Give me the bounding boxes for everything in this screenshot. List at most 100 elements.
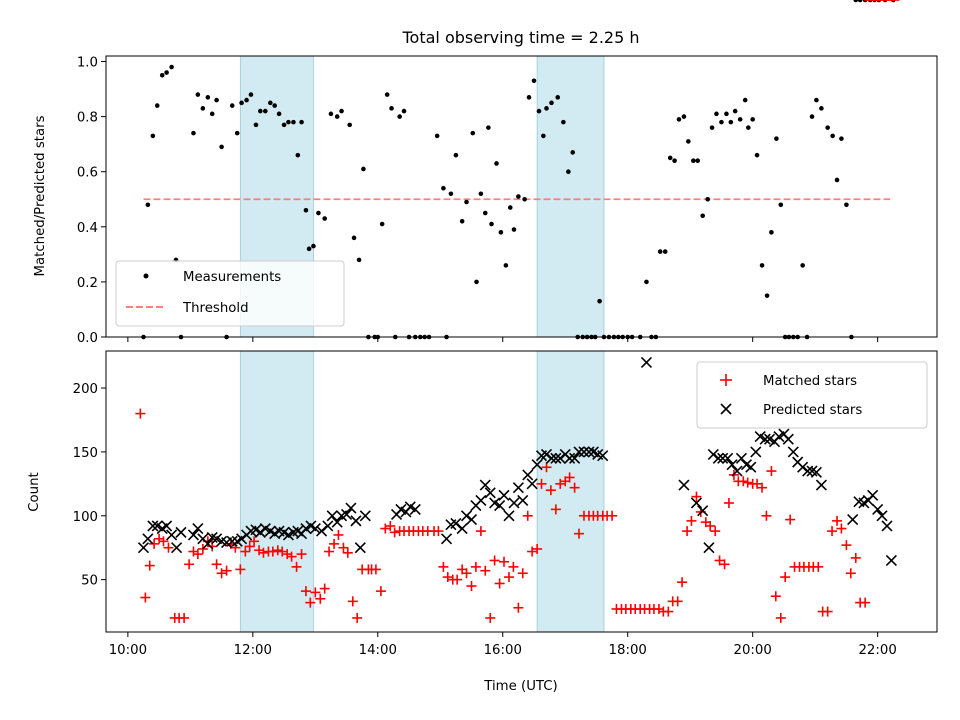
- p0-legend-box: [115, 260, 345, 327]
- measurement-point: [384, 92, 390, 97]
- measurement-point: [351, 235, 357, 241]
- p0-x-ticks: [127, 337, 879, 342]
- predicted-point-b: [697, 505, 709, 517]
- measurement-point: [719, 119, 724, 125]
- predicted-point-b: [161, 520, 173, 532]
- predicted-point: [726, 459, 738, 471]
- measurement-point: [281, 122, 287, 128]
- predicted-point-b: [460, 510, 473, 522]
- predicted-point: [712, 452, 724, 464]
- matched-point: [375, 586, 386, 597]
- matched-point: [775, 612, 786, 623]
- predicted-point-b: [409, 503, 421, 515]
- x-tick-label: 12:00: [234, 643, 272, 658]
- predicted-point: [867, 489, 879, 501]
- matched-point: [682, 526, 693, 537]
- predicted-point-b: [782, 433, 794, 445]
- predicted-point-b: [583, 446, 595, 458]
- predicted-point-b: [489, 497, 501, 509]
- measurement-point: [209, 111, 215, 117]
- predicted-point-b: [592, 448, 604, 461]
- matched-point: [286, 551, 297, 562]
- predicted-point-b: [503, 510, 515, 522]
- matched-point: [305, 597, 316, 608]
- predicted-point: [797, 461, 809, 473]
- predicted-point: [359, 510, 371, 522]
- predicted-point: [573, 446, 585, 458]
- p1-shaded-intervals: [239, 350, 605, 633]
- predicted-point: [731, 465, 743, 477]
- predicted-point-b: [740, 459, 752, 471]
- measurement-point: [570, 150, 576, 155]
- predicted-point-b: [707, 448, 719, 461]
- measurement-point: [303, 207, 309, 213]
- predicted-point: [717, 452, 729, 464]
- measurement-point: [401, 108, 407, 114]
- predicted-point: [409, 503, 421, 515]
- predicted-point-b: [763, 433, 776, 445]
- matched-point: [860, 597, 871, 608]
- matched-point: [738, 476, 749, 487]
- matched-point: [240, 546, 251, 557]
- predicted-point-b: [350, 515, 362, 527]
- predicted-point-b: [151, 520, 163, 532]
- predicted-point: [309, 522, 321, 535]
- measurement-point: [486, 125, 491, 130]
- predicted-point: [526, 478, 538, 490]
- predicted-point-b: [340, 508, 353, 521]
- measurement-point: [258, 108, 263, 114]
- predicted-point: [802, 465, 814, 477]
- y-tick-label: 0.0: [77, 331, 98, 346]
- matched-point: [780, 572, 791, 583]
- predicted-point-b: [322, 520, 334, 532]
- predicted-point-b: [531, 459, 543, 471]
- matched-point: [691, 491, 702, 502]
- predicted-point-b: [254, 526, 266, 538]
- matched-point: [489, 555, 500, 566]
- predicted-point: [512, 482, 524, 494]
- matched-point: [267, 546, 278, 557]
- matched-point: [291, 561, 302, 572]
- matched-point: [761, 510, 772, 521]
- measurement-point: [191, 130, 196, 136]
- measurement-point: [263, 108, 268, 114]
- predicted-point: [354, 542, 366, 554]
- measurement-point: [347, 122, 352, 128]
- matched-point: [438, 561, 449, 572]
- predicted-point: [508, 497, 520, 509]
- matched-point: [545, 485, 556, 496]
- predicted-point: [326, 510, 338, 522]
- predicted-point-b: [745, 461, 757, 473]
- predicted-point: [782, 433, 794, 445]
- predicted-point-b: [404, 501, 416, 513]
- measurement-point: [544, 106, 549, 111]
- predicted-point-b: [250, 524, 262, 536]
- predicted-point-b: [512, 482, 524, 494]
- matched-point: [813, 561, 824, 572]
- matched-point: [370, 564, 381, 575]
- predicted-point-b: [573, 446, 585, 458]
- predicted-point-b: [717, 452, 729, 464]
- predicted-point: [697, 505, 709, 517]
- x-axis-label: Time (UTC): [483, 679, 558, 694]
- predicted-point: [759, 433, 771, 445]
- p0-legend-label-measurements: Measurements: [183, 270, 281, 285]
- measurement-point: [705, 196, 710, 202]
- p0-legend-label-threshold: Threshold: [182, 301, 249, 316]
- predicted-point: [872, 503, 884, 515]
- predicted-point: [745, 461, 757, 473]
- predicted-point: [554, 452, 566, 464]
- measurement-point: [253, 122, 259, 128]
- x-tick-label: 20:00: [734, 643, 772, 658]
- predicted-point-b: [175, 526, 187, 538]
- measurement-point: [272, 103, 277, 108]
- predicted-point: [161, 520, 173, 532]
- predicted-point-b: [517, 494, 529, 507]
- predicted-point-b: [597, 450, 609, 462]
- measurement-point: [234, 130, 240, 136]
- p1-legend-label-matched: Matched stars: [763, 374, 857, 389]
- matched-point: [827, 526, 838, 537]
- matched-point: [319, 583, 330, 594]
- predicted-point: [345, 502, 357, 514]
